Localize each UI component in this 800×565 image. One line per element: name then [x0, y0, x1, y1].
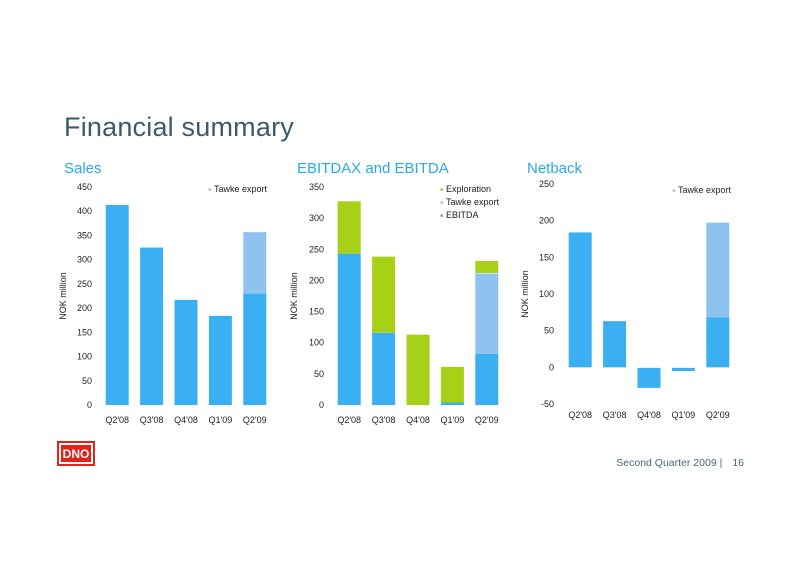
chart-title-ebitdax: EBITDAX and EBITDA [297, 160, 449, 177]
x-tick-label: Q2'09 [706, 410, 730, 420]
y-tick-label: 200 [309, 275, 324, 285]
bar [603, 321, 627, 368]
legend-marker: • [440, 185, 444, 196]
legend-marker: • [440, 211, 444, 222]
bar [440, 402, 464, 405]
bar [706, 317, 730, 368]
y-tick-label: 250 [539, 179, 554, 189]
y-tick-label: 50 [314, 369, 324, 379]
y-tick-label: 400 [77, 206, 92, 216]
bar [208, 315, 232, 405]
y-tick-label: 350 [77, 230, 92, 240]
y-tick-label: 300 [77, 255, 92, 265]
page-number: 16 [732, 457, 744, 469]
y-tick-label: 450 [77, 182, 92, 192]
chart-title-sales: Sales [64, 160, 102, 177]
y-tick-label: 100 [309, 338, 324, 348]
x-tick-label: Q2'08 [568, 410, 592, 420]
y-tick-label: 50 [82, 376, 92, 386]
x-tick-label: Q2'09 [243, 415, 267, 425]
x-tick-label: Q4'08 [637, 410, 661, 420]
legend-label: Tawke export [446, 197, 500, 207]
legend-marker: • [440, 198, 444, 209]
y-tick-label: 200 [539, 216, 554, 226]
y-axis-label: NOK million [58, 272, 68, 320]
bar [337, 253, 361, 405]
x-tick-label: Q1'09 [441, 415, 465, 425]
x-tick-label: Q2'08 [105, 415, 129, 425]
x-tick-label: Q1'09 [672, 410, 696, 420]
bar [337, 200, 361, 254]
y-tick-label: 350 [309, 182, 324, 192]
y-axis-label: NOK million [289, 272, 299, 320]
y-tick-label: 200 [77, 303, 92, 313]
x-tick-label: Q3'08 [603, 410, 627, 420]
footer: Second Quarter 2009 | 16 [616, 457, 744, 469]
bar [372, 332, 396, 405]
bar [475, 260, 499, 273]
y-tick-label: 100 [77, 352, 92, 362]
x-tick-label: Q2'09 [475, 415, 499, 425]
bar [568, 232, 592, 368]
bar [637, 367, 661, 388]
dno-logo: DNO [57, 441, 95, 466]
x-tick-label: Q2'08 [337, 415, 361, 425]
y-tick-label: 300 [309, 213, 324, 223]
y-axis-label: NOK million [520, 270, 530, 318]
y-tick-label: 0 [549, 362, 554, 372]
x-tick-label: Q3'08 [140, 415, 164, 425]
x-tick-label: Q3'08 [372, 415, 396, 425]
legend-marker: • [672, 186, 676, 197]
bar [475, 272, 499, 354]
bar [475, 353, 499, 405]
y-tick-label: 150 [77, 327, 92, 337]
y-tick-label: 150 [309, 307, 324, 317]
y-tick-label: 0 [87, 400, 92, 410]
legend-marker: • [208, 185, 212, 196]
x-tick-label: Q1'09 [209, 415, 233, 425]
bar [406, 334, 430, 405]
y-tick-label: 100 [539, 289, 554, 299]
y-tick-label: 0 [319, 400, 324, 410]
legend-label: Tawke export [214, 184, 268, 194]
bar [174, 299, 198, 405]
y-tick-label: 250 [309, 244, 324, 254]
legend-label: Exploration [446, 184, 491, 194]
bar [440, 366, 464, 403]
y-tick-label: 150 [539, 252, 554, 262]
logo-text: DNO [63, 447, 90, 461]
page-title: Financial summary [64, 112, 294, 142]
x-tick-label: Q4'08 [174, 415, 198, 425]
bar [140, 247, 164, 405]
bar [671, 367, 695, 371]
bar [706, 222, 730, 318]
y-tick-label: -50 [541, 399, 554, 409]
legend-label: Tawke export [678, 185, 732, 195]
x-tick-label: Q4'08 [406, 415, 430, 425]
y-tick-label: 50 [544, 326, 554, 336]
chart-title-netback: Netback [527, 160, 583, 177]
legend-label: EBITDA [446, 210, 479, 220]
bar [243, 293, 267, 405]
bar [372, 256, 396, 333]
bar [105, 204, 129, 405]
bar [243, 231, 267, 294]
y-tick-label: 250 [77, 279, 92, 289]
footer-text: Second Quarter 2009 | [616, 457, 723, 469]
